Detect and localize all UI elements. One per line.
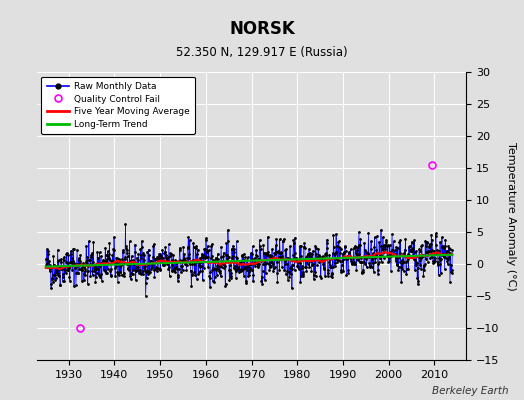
- Text: 52.350 N, 129.917 E (Russia): 52.350 N, 129.917 E (Russia): [176, 46, 348, 59]
- Text: Berkeley Earth: Berkeley Earth: [432, 386, 508, 396]
- Y-axis label: Temperature Anomaly (°C): Temperature Anomaly (°C): [506, 142, 516, 290]
- Legend: Raw Monthly Data, Quality Control Fail, Five Year Moving Average, Long-Term Tren: Raw Monthly Data, Quality Control Fail, …: [41, 76, 195, 134]
- Text: NORSK: NORSK: [229, 20, 295, 38]
